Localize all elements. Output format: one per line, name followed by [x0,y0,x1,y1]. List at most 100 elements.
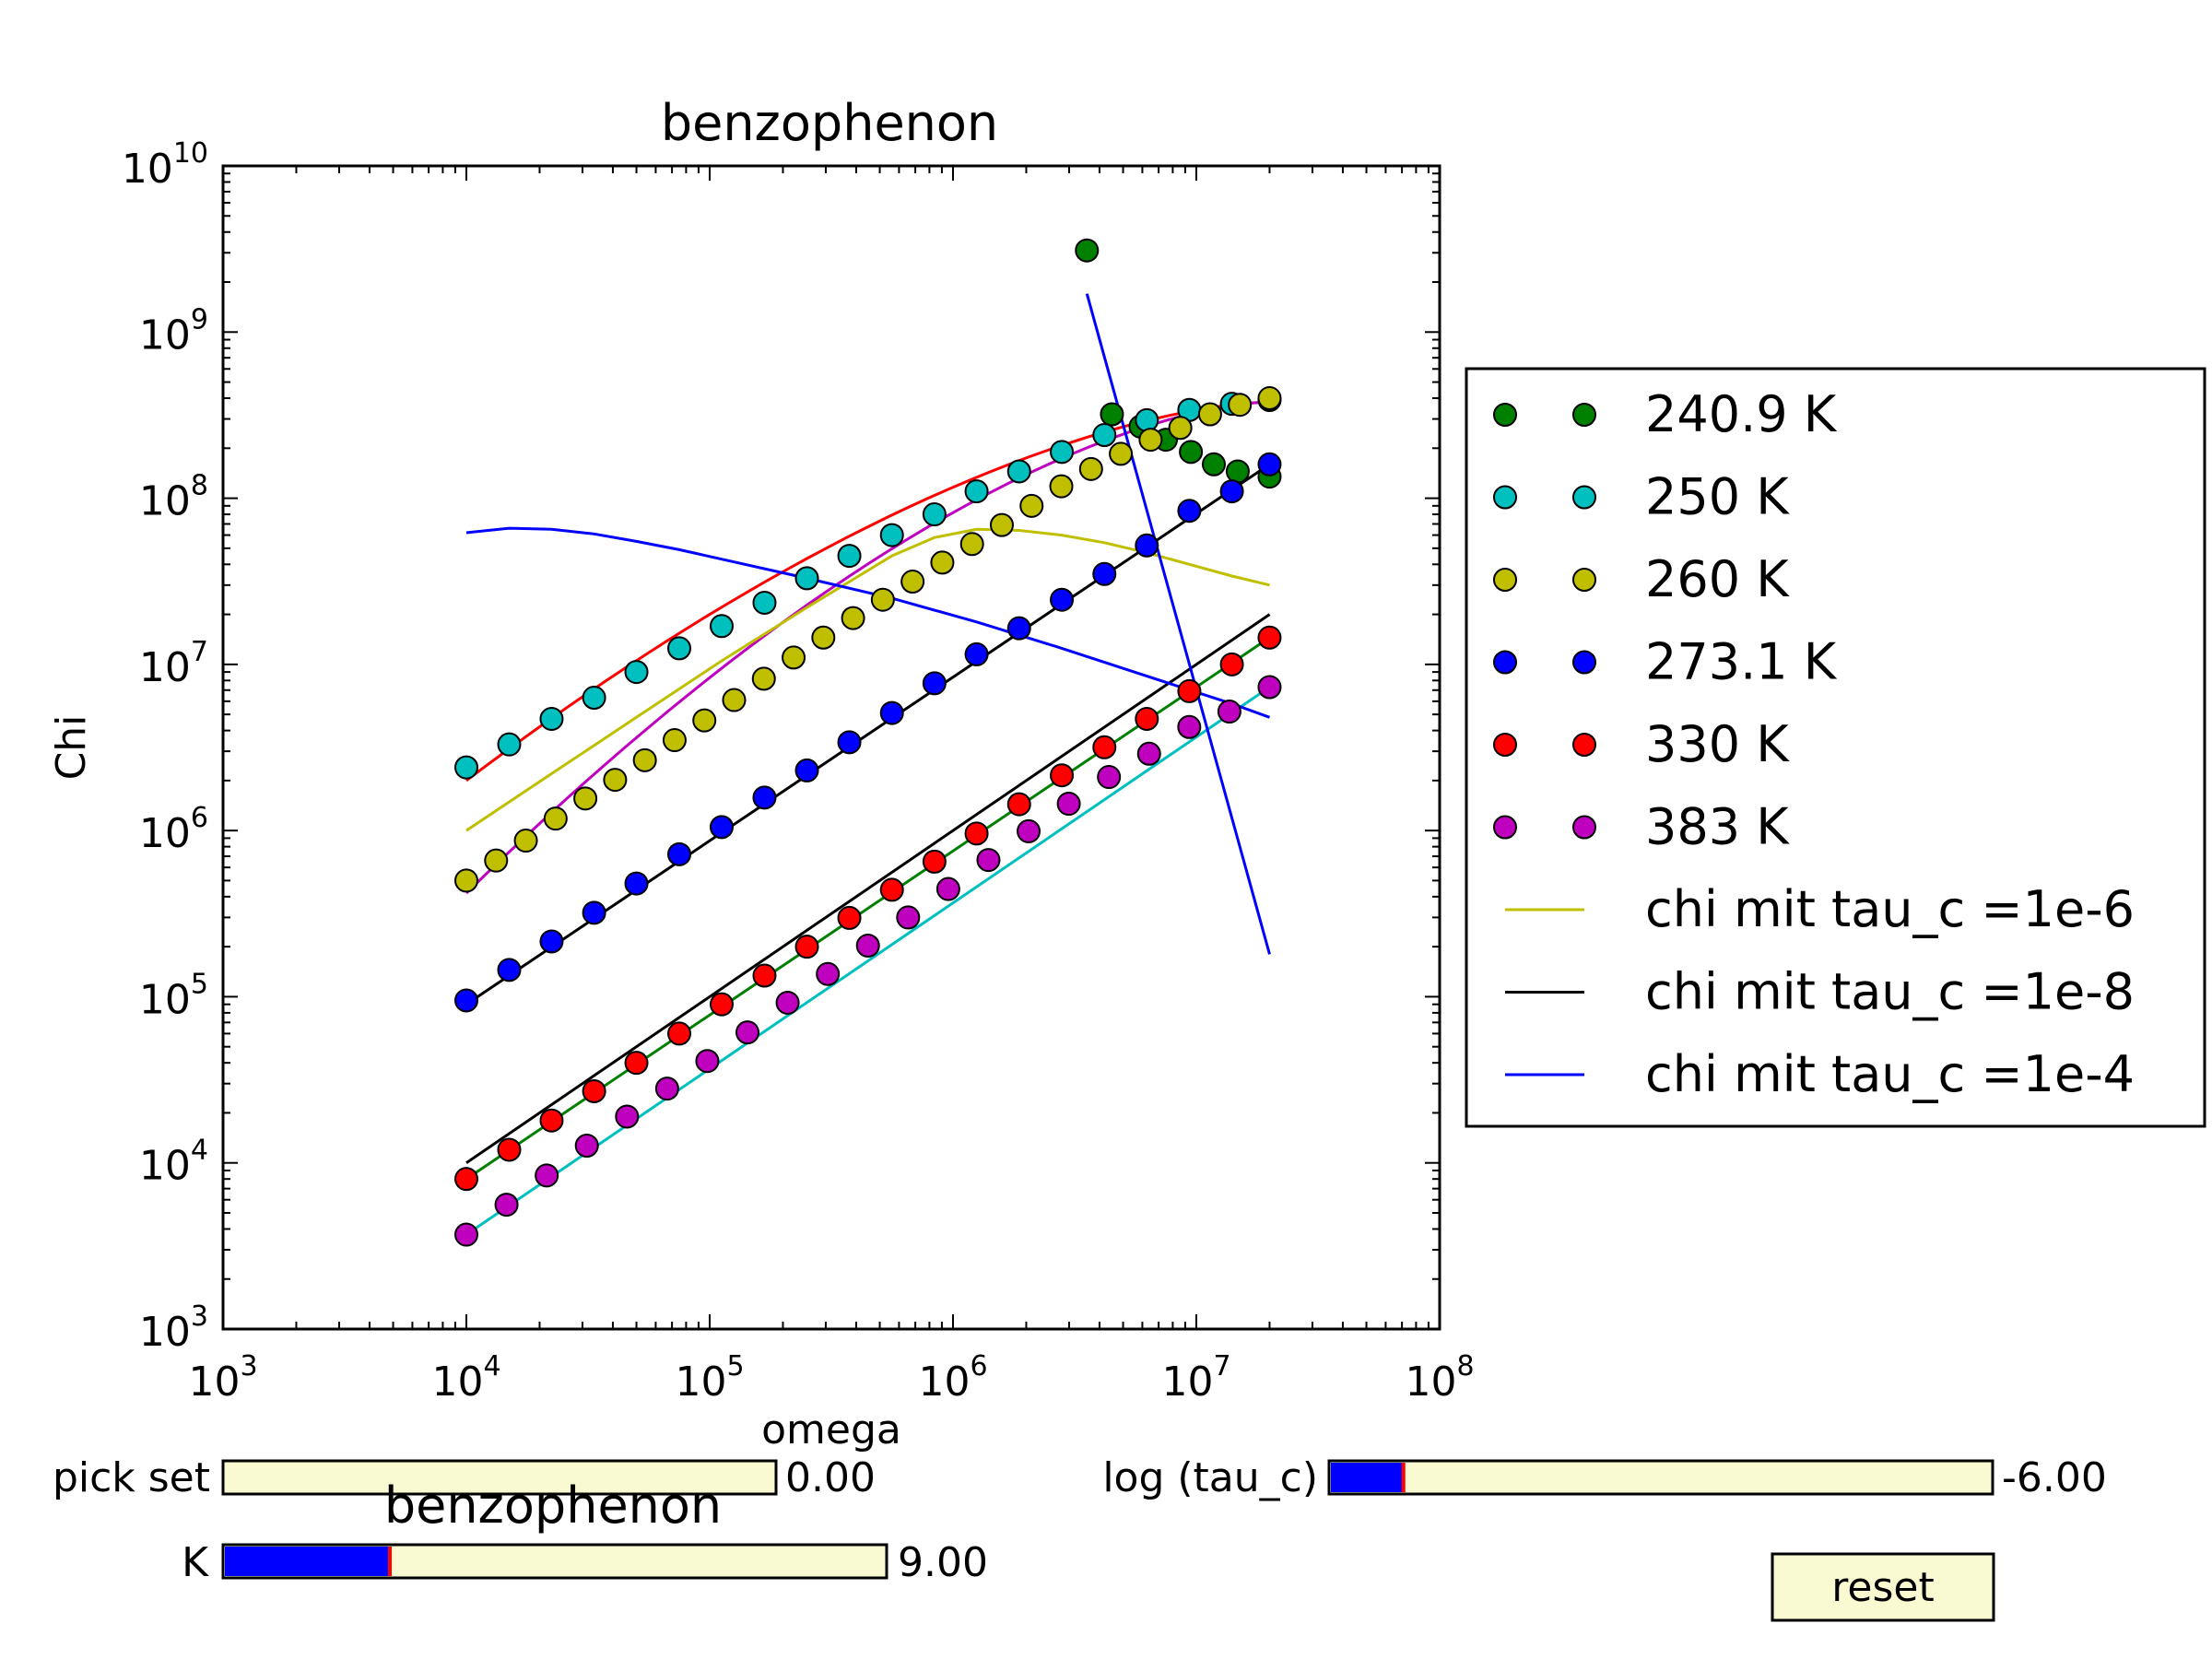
data-point [582,686,606,711]
data-point [816,961,841,986]
data-point [1201,452,1226,477]
data-point [837,905,862,930]
overlap-title: benzophenon [384,1477,722,1535]
legend-entry: chi mit tau_c =1e-4 [1505,1045,2135,1103]
data-point [964,479,989,504]
data-point [1109,441,1134,466]
legend-entry: 273.1 K [1493,633,1838,691]
data-point [484,848,509,873]
data-point [662,728,687,753]
data-point [603,768,628,793]
legend-label: 260 K [1645,550,1790,608]
tau-track[interactable] [1327,1459,1994,1496]
data-point [494,1193,519,1218]
data-point [752,785,777,810]
legend-marker [1493,650,1517,675]
data-point [539,929,564,954]
data-point [775,990,800,1015]
x-tick-label: 105 [675,1350,744,1406]
data-point [1017,818,1041,843]
tau-slider[interactable]: log (tau_c) -6.00 [1102,1454,2107,1501]
x-tick-label: 107 [1161,1350,1230,1406]
k-fill [225,1547,390,1576]
data-point [1177,499,1202,524]
legend-label: 383 K [1645,798,1790,856]
tau-fill [1331,1463,1404,1492]
pick-set-slider[interactable]: pick set 0.00 [53,1454,876,1501]
data-point [709,992,734,1017]
k-slider[interactable]: K 9.00 [182,1539,988,1586]
legend-marker [1572,485,1596,510]
data-point [1100,402,1124,427]
legend-entry: 250 K [1493,468,1790,526]
data-point [735,1020,760,1045]
data-point [539,1108,564,1133]
data-point [574,1134,599,1158]
tau-marker[interactable] [1401,1463,1406,1492]
y-tick-labels: 103 104 105 106 107 108 109 1010 [122,137,208,1356]
legend-label: 250 K [1645,468,1790,526]
legend-label: 240.9 K [1645,385,1838,443]
data-point [841,606,865,630]
y-tick-label: 104 [139,1135,208,1190]
model-line [465,526,1271,719]
legend-marker [1493,568,1517,592]
data-point [1092,423,1117,448]
data-point [654,1077,679,1101]
data-point [1136,741,1161,766]
data-point [1050,440,1075,465]
legend-marker [1493,485,1517,510]
legend-label: chi mit tau_c =1e-8 [1645,963,2135,1021]
data-point [1219,479,1244,504]
pick-set-value: 0.00 [785,1454,876,1501]
k-value: 9.00 [898,1539,988,1586]
x-tick-label: 108 [1405,1350,1474,1406]
data-point [879,700,904,725]
data-point [624,660,649,685]
pick-set-track[interactable] [221,1459,778,1496]
data-point [1050,763,1075,788]
data-point [1228,393,1253,418]
data-point [454,755,478,780]
data-point [976,848,1001,873]
legend-marker [1572,403,1596,427]
reset-button-box[interactable] [1771,1552,1995,1622]
data-point [1179,440,1204,465]
data-point [1177,714,1202,739]
data-point [1138,428,1163,453]
data-point [900,570,925,594]
x-tick-label: 103 [188,1350,257,1406]
data-point [879,877,904,902]
data-point [497,732,522,757]
data-point [922,502,947,527]
data-point [1257,625,1282,650]
data-point [922,671,947,696]
data-point [1135,533,1159,558]
data-point [837,730,862,755]
data-point [1197,402,1222,427]
legend-marker [1493,733,1517,757]
tau-label: log (tau_c) [1102,1454,1318,1501]
data-point [1097,765,1122,790]
data-point [582,900,606,925]
data-point [454,1222,478,1247]
data-point [870,587,895,612]
data-point [632,747,657,772]
legend-label: chi mit tau_c =1e-4 [1645,1045,2135,1103]
data-point [722,688,747,712]
data-point [752,963,777,988]
data-point [454,988,478,1013]
reset-button[interactable]: reset [1771,1552,1995,1622]
data-point [794,935,819,959]
k-marker[interactable] [388,1547,392,1576]
legend-label: 273.1 K [1645,633,1838,691]
legend-label: chi mit tau_c =1e-6 [1645,880,2135,938]
data-point [855,933,880,958]
x-tick-labels: 103 104 105 106 107 108 [188,1350,1474,1406]
data-point [1019,493,1044,518]
legend-marker [1493,815,1517,840]
x-tick-label: 104 [431,1350,500,1406]
data-point [667,636,692,661]
data-point [1219,652,1244,677]
data-point [454,1167,478,1192]
